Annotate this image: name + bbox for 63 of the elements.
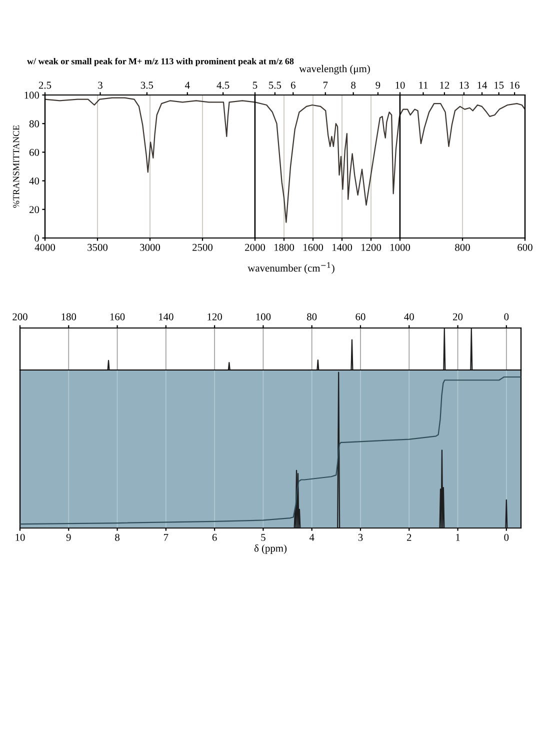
- x2-tick-label: 12: [440, 82, 450, 89]
- x2-tick-label: 10: [396, 82, 405, 89]
- x-tick-label: 0: [504, 313, 509, 320]
- x-tick-label: 0: [504, 534, 509, 541]
- x-tick-label: 3: [358, 534, 363, 541]
- x2-tick-label: 8: [351, 82, 356, 89]
- x-tick-label: 4000: [34, 244, 56, 251]
- y-tick-label: 80: [29, 120, 40, 128]
- x2-tick-label: 11: [419, 82, 428, 89]
- y-axis-title: %TRANSMITTANCE: [13, 125, 20, 208]
- x-tick-label: 6: [212, 534, 217, 541]
- x2-axis-title: wavelength (μm): [299, 64, 370, 74]
- y-tick-label: 0: [34, 234, 40, 242]
- x2-tick-label: 3.5: [140, 82, 154, 89]
- x2-tick-label: 4: [184, 82, 190, 89]
- x-tick-label: 120: [208, 313, 222, 320]
- x2-tick-label: 3: [98, 82, 102, 89]
- x-tick-label: 3000: [140, 244, 160, 251]
- x-tick-label: 2: [406, 534, 412, 541]
- x-tick-label: 8: [115, 534, 120, 541]
- x2-tick-label: 16: [510, 82, 520, 89]
- x-tick-label: 5: [261, 534, 266, 541]
- x-tick-label: 800: [455, 244, 470, 251]
- x-tick-label: 3500: [88, 244, 108, 251]
- x-tick-label: 9: [66, 534, 71, 541]
- x2-tick-label: 13: [460, 82, 469, 89]
- x-tick-label: 1600: [304, 244, 324, 251]
- x2-tick-label: 5.5: [269, 82, 282, 89]
- x2-tick-label: 14: [478, 82, 488, 89]
- x-tick-label: 20: [453, 313, 463, 320]
- x2-tick-label: 9: [376, 82, 380, 89]
- x-tick-label: 2500: [192, 244, 213, 251]
- x-tick-label: 60: [356, 313, 366, 320]
- y-tick-label: 60: [29, 148, 40, 156]
- x-tick-label: 10: [16, 534, 25, 541]
- x-tick-label: 40: [404, 313, 414, 320]
- x-tick-label: 160: [110, 313, 125, 320]
- x-axis-title: δ (ppm): [254, 544, 287, 554]
- x-axis-title: wavenumber (cm$^{−1}$): [248, 262, 334, 274]
- x2-tick-label: 2.5: [38, 82, 52, 89]
- x-tick-label: 180: [62, 313, 76, 320]
- y-tick-label: 100: [24, 92, 40, 99]
- x-tick-label: 80: [307, 313, 317, 320]
- chart-title: w/ weak or small peak for M+ m/z 113 with prominent peak at m/z 68: [27, 58, 294, 66]
- x-tick-label: 1200: [362, 244, 382, 251]
- x-tick-label: 100: [256, 313, 271, 320]
- x2-tick-label: 4.5: [216, 82, 230, 89]
- x2-tick-label: 7: [323, 82, 328, 89]
- x-tick-label: 140: [159, 313, 174, 320]
- x2-tick-label: 15: [494, 82, 504, 89]
- x-tick-label: 1000: [390, 244, 410, 251]
- x-tick-label: 1: [456, 534, 460, 541]
- x-tick-label: 600: [518, 244, 532, 251]
- x-tick-label: 200: [12, 313, 28, 320]
- x-tick-label: 1400: [332, 244, 352, 251]
- x-tick-label: 2000: [245, 244, 266, 251]
- x2-tick-label: 6: [290, 82, 296, 89]
- y-tick-label: 40: [29, 177, 40, 185]
- y-tick-label: 20: [29, 206, 40, 214]
- x-tick-label: 1800: [274, 244, 294, 251]
- x-tick-label: 7: [164, 534, 168, 541]
- x-tick-label: 4: [309, 534, 314, 541]
- x2-tick-label: 5: [253, 82, 258, 89]
